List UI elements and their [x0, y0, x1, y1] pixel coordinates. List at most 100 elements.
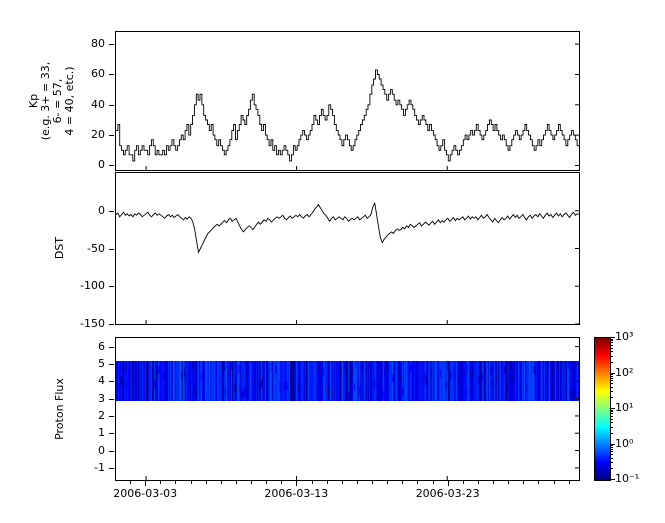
colorbar-minor-tick — [611, 356, 613, 357]
dst-ytick — [109, 211, 114, 212]
x-minor-tick — [296, 481, 297, 484]
proton_flux-ytick — [109, 347, 114, 348]
x-tick-label: 2006-03-03 — [113, 487, 178, 500]
x-minor-tick — [191, 481, 192, 484]
colorbar-minor-tick — [611, 462, 613, 463]
proton_flux-ytick — [109, 416, 114, 417]
proton_flux-ytick-label: 2 — [98, 408, 105, 422]
x-minor-tick — [251, 481, 252, 484]
x-minor-tick — [160, 481, 161, 484]
dst-ytick-label: 0 — [98, 203, 105, 217]
colorbar-minor-tick — [611, 383, 613, 384]
colorbar-minor-tick — [611, 468, 613, 469]
x-minor-tick — [402, 481, 403, 484]
colorbar-minor-tick — [611, 427, 613, 428]
colorbar-minor-tick — [611, 340, 613, 341]
x-minor-tick — [266, 481, 267, 484]
kp-ytick-label: 60 — [91, 67, 105, 81]
dst-ytick — [109, 286, 114, 287]
colorbar-minor-tick — [611, 378, 613, 379]
dst-line-plot — [116, 201, 579, 324]
proton_flux-ytick — [109, 433, 114, 434]
colorbar-minor-tick — [611, 433, 613, 434]
x-minor-tick — [554, 481, 555, 484]
colorbar-minor-tick — [611, 422, 613, 423]
colorbar-minor-tick — [611, 374, 613, 375]
x-minor-tick — [538, 481, 539, 484]
colorbar-minor-tick — [611, 339, 613, 340]
dst-ytick-label: -100 — [80, 279, 105, 293]
kp-ytick — [109, 135, 114, 136]
x-minor-tick — [478, 481, 479, 484]
kp-ytick — [109, 44, 114, 45]
colorbar-major-tick — [611, 408, 615, 409]
colorbar-major-tick — [611, 373, 615, 374]
x-minor-tick — [236, 481, 237, 484]
proton_flux-ytick — [109, 399, 114, 400]
colorbar-minor-tick — [611, 411, 613, 412]
proton-flux-plot-panel — [115, 337, 580, 481]
colorbar-minor-tick — [611, 458, 613, 459]
colorbar-minor-tick — [611, 391, 613, 392]
x-minor-tick — [342, 481, 343, 484]
colorbar-minor-tick — [611, 416, 613, 417]
colorbar-minor-tick — [611, 449, 613, 450]
proton_flux-ytick — [109, 451, 114, 452]
x-minor-tick — [312, 481, 313, 484]
colorbar-tick-label: 10⁻¹ — [615, 472, 640, 485]
kp-plot-panel — [115, 31, 580, 171]
proton_flux-ytick-label: 0 — [98, 443, 105, 457]
x-minor-tick — [281, 481, 282, 484]
proton_flux-ytick-label: 5 — [98, 356, 105, 370]
dst-ytick-label: -150 — [80, 317, 105, 330]
colorbar-minor-tick — [611, 410, 613, 411]
kp-ytick — [109, 165, 114, 166]
x-minor-tick — [221, 481, 222, 484]
x-minor-tick — [433, 481, 434, 484]
kp-ytick-label: 0 — [98, 158, 105, 172]
colorbar-minor-tick — [611, 451, 613, 452]
x-tick-label: 2006-03-23 — [415, 487, 480, 500]
colorbar-minor-tick — [611, 348, 613, 349]
colorbar — [594, 337, 611, 481]
dst-ytick — [109, 324, 114, 325]
x-minor-tick — [327, 481, 328, 484]
proton_flux-ytick-label: -1 — [94, 460, 105, 474]
colorbar-minor-tick — [611, 387, 613, 388]
x-minor-tick — [463, 481, 464, 484]
kp-ytick-label: 20 — [91, 128, 105, 142]
colorbar-minor-tick — [611, 345, 613, 346]
proton_flux-ytick — [109, 381, 114, 382]
kp-step-plot — [116, 43, 579, 170]
dst-series-line — [116, 201, 579, 254]
proton_flux-ytick-label: 4 — [98, 374, 105, 388]
colorbar-minor-tick — [611, 376, 613, 377]
proton_flux-ytick — [109, 468, 114, 469]
x-minor-tick — [448, 481, 449, 484]
colorbar-major-tick — [611, 479, 615, 480]
x-minor-tick — [357, 481, 358, 484]
colorbar-major-tick — [611, 337, 615, 338]
x-minor-tick — [372, 481, 373, 484]
proton_flux-ytick-label: 1 — [98, 426, 105, 440]
colorbar-minor-tick — [611, 447, 613, 448]
x-minor-tick — [417, 481, 418, 484]
colorbar-minor-tick — [611, 419, 613, 420]
dst-ytick — [109, 249, 114, 250]
x-minor-tick — [508, 481, 509, 484]
colorbar-minor-tick — [611, 445, 613, 446]
proton-flux-axes — [145, 346, 579, 480]
kp-series-line — [116, 69, 579, 162]
x-minor-tick — [493, 481, 494, 484]
x-minor-tick — [206, 481, 207, 484]
x-minor-tick — [130, 481, 131, 484]
colorbar-tick-label: 10² — [615, 365, 634, 379]
colorbar-tick-label: 10¹ — [615, 401, 634, 414]
kp-ytick — [109, 74, 114, 75]
x-minor-tick — [175, 481, 176, 484]
proton_flux-ytick — [109, 364, 114, 365]
x-minor-tick — [145, 481, 146, 484]
x-minor-tick — [387, 481, 388, 484]
x-minor-tick — [523, 481, 524, 484]
